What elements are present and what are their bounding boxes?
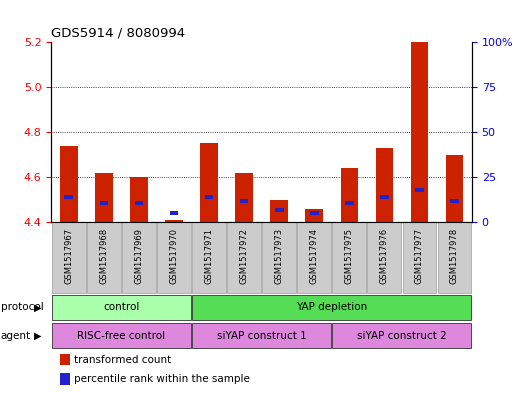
- Text: GSM1517973: GSM1517973: [274, 228, 284, 285]
- Bar: [415, 188, 424, 192]
- Bar: [130, 177, 148, 222]
- Bar: [450, 199, 459, 203]
- Bar: [100, 200, 108, 204]
- Bar: [332, 222, 366, 293]
- Text: GSM1517976: GSM1517976: [380, 228, 389, 285]
- Bar: [52, 222, 86, 293]
- Bar: [275, 208, 284, 212]
- Bar: [298, 222, 331, 293]
- Text: GSM1517972: GSM1517972: [240, 228, 249, 285]
- Text: GSM1517969: GSM1517969: [134, 228, 144, 285]
- Bar: [192, 295, 471, 320]
- Text: percentile rank within the sample: percentile rank within the sample: [74, 374, 250, 384]
- Bar: [345, 200, 353, 204]
- Bar: [310, 211, 319, 215]
- Bar: [332, 323, 471, 348]
- Bar: [341, 168, 358, 222]
- Bar: [122, 222, 156, 293]
- Bar: [262, 222, 296, 293]
- Bar: [403, 222, 436, 293]
- Text: GSM1517971: GSM1517971: [205, 228, 213, 285]
- Text: GSM1517967: GSM1517967: [64, 228, 73, 285]
- Bar: [87, 222, 121, 293]
- Bar: [60, 373, 70, 385]
- Text: protocol: protocol: [1, 302, 43, 312]
- Text: GSM1517970: GSM1517970: [169, 228, 179, 285]
- Text: GDS5914 / 8080994: GDS5914 / 8080994: [51, 26, 185, 39]
- Bar: [165, 220, 183, 222]
- Text: GSM1517974: GSM1517974: [310, 228, 319, 285]
- Bar: [60, 146, 77, 222]
- Bar: [240, 199, 248, 203]
- Text: siYAP construct 1: siYAP construct 1: [217, 331, 306, 341]
- Bar: [227, 222, 261, 293]
- Text: GSM1517978: GSM1517978: [450, 228, 459, 285]
- Bar: [60, 354, 70, 365]
- Text: GSM1517975: GSM1517975: [345, 228, 354, 285]
- Text: transformed count: transformed count: [74, 354, 172, 365]
- Bar: [205, 195, 213, 199]
- Text: GSM1517968: GSM1517968: [100, 228, 108, 285]
- Text: ▶: ▶: [33, 302, 41, 312]
- Bar: [376, 148, 393, 222]
- Text: ▶: ▶: [33, 331, 41, 341]
- Bar: [134, 200, 143, 204]
- Text: agent: agent: [1, 331, 31, 341]
- Bar: [235, 173, 253, 222]
- Bar: [367, 222, 401, 293]
- Bar: [170, 211, 179, 215]
- Text: siYAP construct 2: siYAP construct 2: [357, 331, 447, 341]
- Bar: [438, 222, 471, 293]
- Bar: [52, 323, 191, 348]
- Bar: [95, 173, 113, 222]
- Bar: [446, 155, 463, 222]
- Bar: [192, 222, 226, 293]
- Bar: [52, 295, 191, 320]
- Bar: [200, 143, 218, 222]
- Bar: [380, 195, 389, 199]
- Bar: [192, 323, 331, 348]
- Text: control: control: [103, 302, 140, 312]
- Text: RISC-free control: RISC-free control: [77, 331, 166, 341]
- Bar: [157, 222, 191, 293]
- Bar: [65, 195, 73, 199]
- Text: GSM1517977: GSM1517977: [415, 228, 424, 285]
- Bar: [410, 42, 428, 222]
- Text: YAP depletion: YAP depletion: [296, 302, 367, 312]
- Bar: [305, 209, 323, 222]
- Bar: [270, 200, 288, 222]
